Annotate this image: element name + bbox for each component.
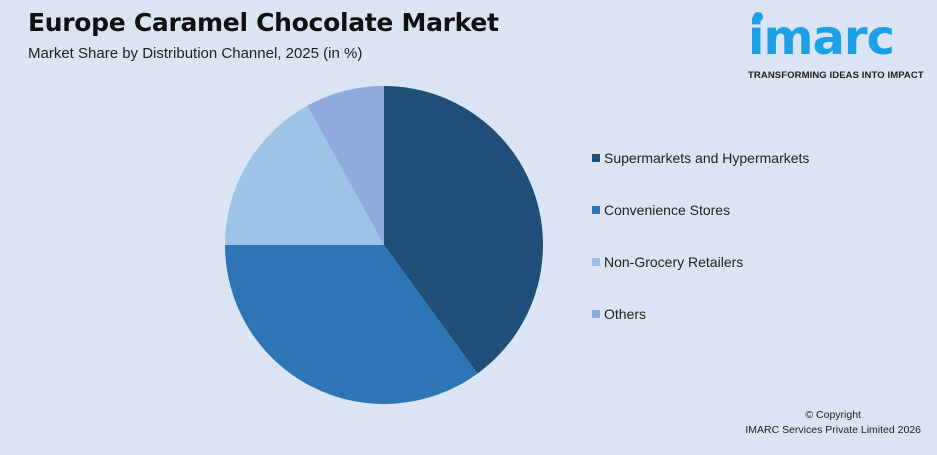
- logo-tagline: TRANSFORMING IDEAS INTO IMPACT: [748, 70, 924, 81]
- legend-item-convenience-stores: Convenience Stores: [592, 200, 809, 220]
- copyright-notice: © Copyright IMARC Services Private Limit…: [745, 409, 921, 436]
- logo-dot-icon: [753, 12, 763, 22]
- legend-swatch: [592, 310, 600, 318]
- chart-title: Europe Caramel Chocolate Market: [28, 8, 499, 37]
- legend-item-others: Others: [592, 304, 809, 324]
- legend-item-non-grocery: Non-Grocery Retailers: [592, 252, 809, 272]
- legend-swatch: [592, 206, 600, 214]
- chart-legend: Supermarkets and Hypermarkets Convenienc…: [592, 148, 809, 356]
- legend-swatch: [592, 154, 600, 162]
- pie-slice-non-grocery-retailers: [225, 105, 384, 246]
- pie-slice-convenience-stores: [225, 245, 478, 404]
- imarc-logo: imarc TRANSFORMING IDEAS INTO IMPACT: [748, 8, 928, 81]
- logo-wordmark: imarc: [748, 10, 895, 66]
- chart-subtitle: Market Share by Distribution Channel, 20…: [28, 45, 363, 62]
- legend-item-supermarkets: Supermarkets and Hypermarkets: [592, 148, 809, 168]
- pie-chart: [225, 86, 543, 404]
- legend-swatch: [592, 258, 600, 266]
- pie-slice-others: [307, 86, 384, 245]
- pie-slice-supermarkets-and-hypermarkets: [384, 86, 543, 374]
